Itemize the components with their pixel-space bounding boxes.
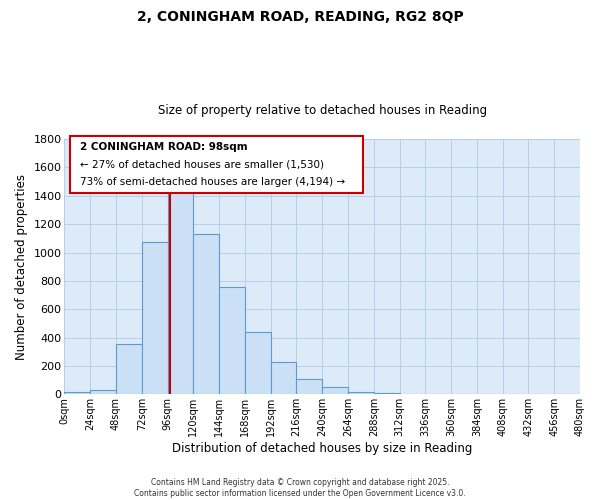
- Bar: [374, 393, 400, 394]
- Bar: [322, 386, 348, 394]
- Bar: [219, 286, 245, 395]
- Bar: [245, 332, 271, 394]
- Bar: [116, 344, 142, 395]
- Bar: [90, 390, 116, 394]
- Text: Contains HM Land Registry data © Crown copyright and database right 2025.
Contai: Contains HM Land Registry data © Crown c…: [134, 478, 466, 498]
- Text: 73% of semi-detached houses are larger (4,194) →: 73% of semi-detached houses are larger (…: [80, 178, 345, 188]
- Bar: [64, 392, 90, 394]
- Text: ← 27% of detached houses are smaller (1,530): ← 27% of detached houses are smaller (1,…: [80, 160, 324, 170]
- Title: Size of property relative to detached houses in Reading: Size of property relative to detached ho…: [158, 104, 487, 117]
- Bar: [167, 184, 193, 394]
- X-axis label: Distribution of detached houses by size in Reading: Distribution of detached houses by size …: [172, 442, 472, 455]
- Text: 2 CONINGHAM ROAD: 98sqm: 2 CONINGHAM ROAD: 98sqm: [80, 142, 248, 152]
- Bar: [142, 242, 167, 394]
- Bar: [296, 379, 322, 394]
- Text: 2, CONINGHAM ROAD, READING, RG2 8QP: 2, CONINGHAM ROAD, READING, RG2 8QP: [137, 10, 463, 24]
- Y-axis label: Number of detached properties: Number of detached properties: [15, 174, 28, 360]
- FancyBboxPatch shape: [70, 136, 364, 192]
- Bar: [193, 234, 219, 394]
- Bar: [271, 362, 296, 394]
- Bar: [348, 392, 374, 394]
